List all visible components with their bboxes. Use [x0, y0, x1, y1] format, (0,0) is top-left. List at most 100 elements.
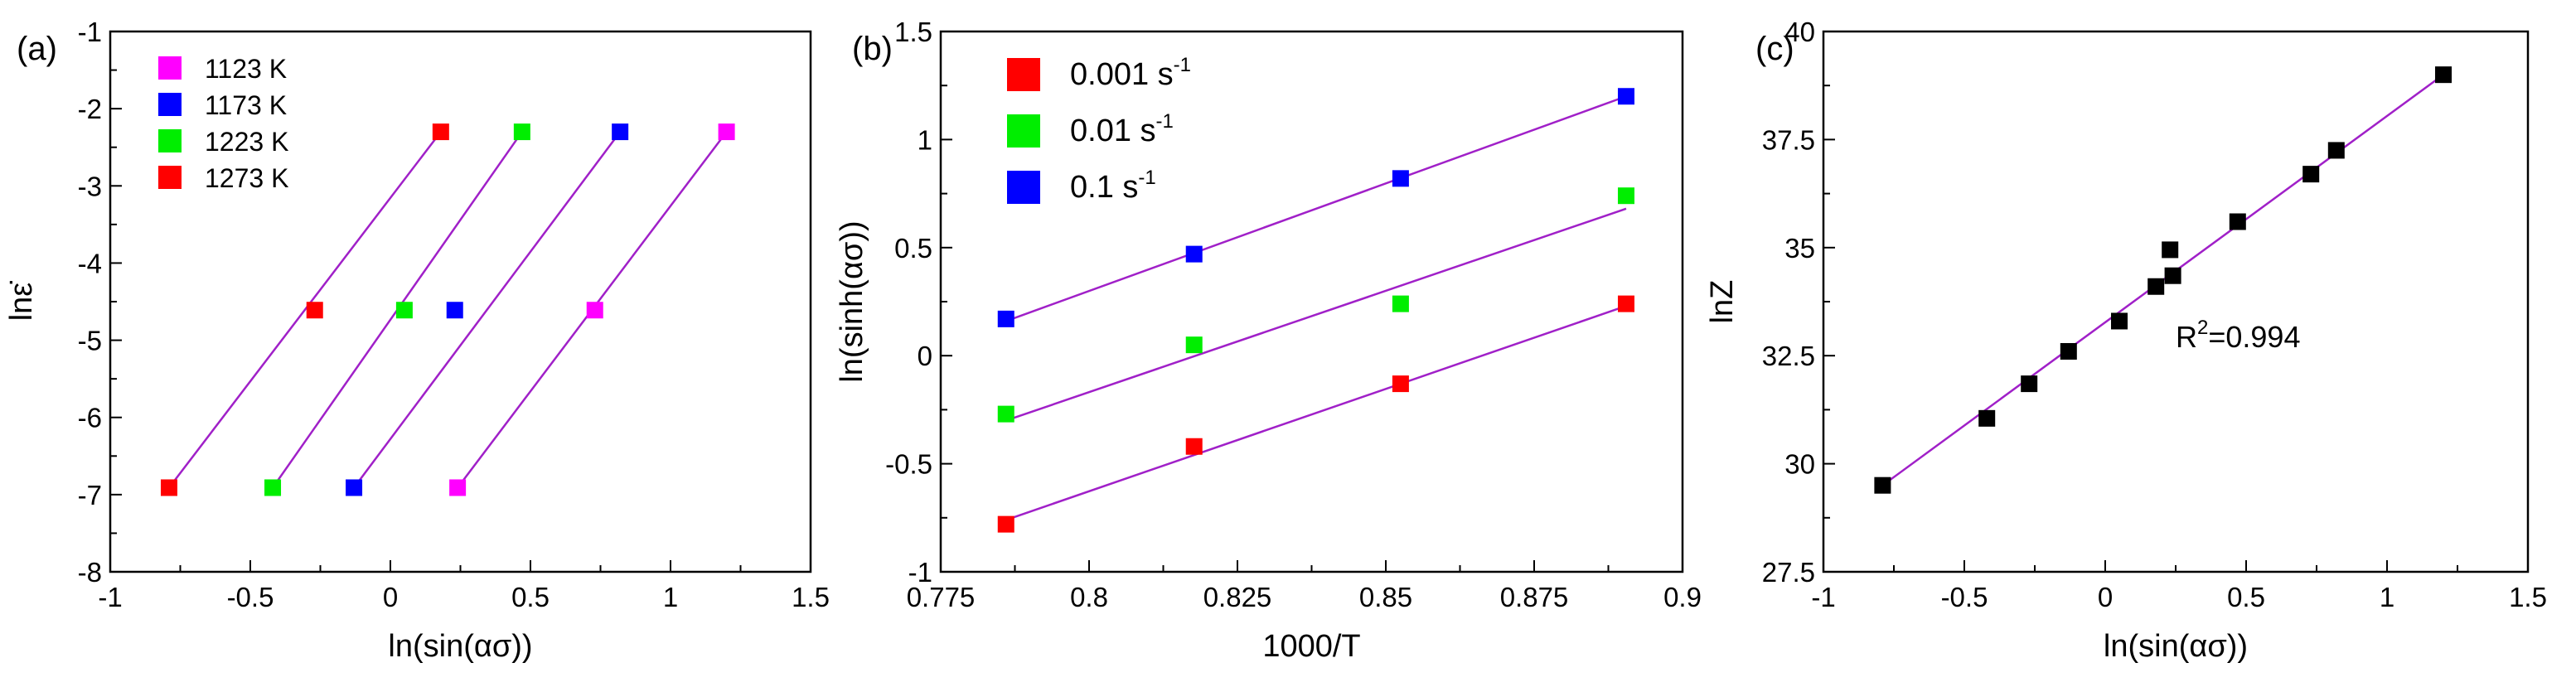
data-point	[449, 479, 467, 496]
y-tick-label: 30	[1784, 449, 1815, 480]
x-tick-label: -1	[98, 582, 122, 612]
x-axis-label: ln(sin(ασ))	[388, 629, 532, 664]
legend-label: 1223 K	[205, 127, 288, 157]
x-tick-label: 0.85	[1359, 582, 1412, 612]
legend-label: 0.1 s-1	[1070, 167, 1156, 205]
data-point	[306, 302, 323, 319]
data-point	[1185, 438, 1203, 455]
fit-line	[1005, 95, 1627, 322]
legend-label: 1123 K	[205, 54, 287, 84]
data-point	[2060, 342, 2077, 360]
data-point	[2162, 241, 2179, 259]
x-tick-label: 1.5	[792, 582, 830, 612]
x-tick-label: 0.5	[2227, 582, 2265, 612]
x-tick-label: 0.825	[1203, 582, 1272, 612]
panel-3: -1 -0.5 0 0.5 1 1.5 27.5 30 32.5 35 37.5 40 ln(sin(α…	[1705, 17, 2547, 664]
legend-marker	[1007, 114, 1040, 148]
data-point	[586, 302, 603, 319]
r-squared-value: =0.994	[2208, 320, 2300, 354]
panel-1: -1 -0.5 0 0.5 1 1.5 -8 -7 -6 -5 -4 -3 -2 -1 ln(sin(ασ)…	[4, 17, 830, 664]
y-tick-label: 27.5	[1762, 557, 1815, 588]
y-tick-label: -1	[78, 17, 102, 47]
data-point	[2147, 278, 2165, 295]
data-point	[1185, 245, 1203, 263]
y-tick-label: -0.5	[885, 449, 932, 480]
data-point	[1978, 409, 1996, 427]
data-point	[1617, 295, 1634, 312]
legend-label: 1273 K	[205, 163, 288, 193]
y-tick-label: -2	[78, 94, 102, 124]
x-axis-label: ln(sin(ασ))	[2104, 629, 2248, 664]
data-point	[718, 123, 735, 141]
data-point	[2111, 312, 2128, 330]
legend-marker	[158, 166, 182, 189]
y-tick-label: -4	[78, 248, 102, 278]
legend-label-superscript: -1	[1174, 54, 1191, 76]
panel-label: (c)	[1755, 31, 1794, 67]
y-tick-label: 32.5	[1762, 341, 1815, 371]
r-squared-superscript: 2	[2197, 317, 2208, 339]
data-point	[1185, 336, 1203, 354]
data-point	[1392, 170, 1409, 187]
data-point	[2164, 267, 2181, 284]
y-tick-label: 1.5	[894, 17, 932, 47]
plot-frame	[939, 30, 1684, 573]
data-point	[997, 310, 1014, 327]
x-tick-label: 1	[663, 582, 678, 612]
legend-label-superscript: -1	[1156, 110, 1174, 133]
data-point	[2302, 166, 2320, 183]
fit-line	[1005, 305, 1627, 521]
y-tick-label: 40	[1784, 17, 1815, 47]
y-axis-label: lnZ	[1705, 280, 1740, 324]
x-tick-label: 0.775	[907, 582, 976, 612]
y-tick-label: -3	[78, 171, 102, 201]
y-axis-label: ln(sinh(ασ))	[835, 220, 869, 382]
legend-label: 1173 K	[205, 90, 287, 120]
fit-line	[167, 131, 442, 489]
data-point	[1392, 375, 1409, 393]
x-tick-label: 0.8	[1070, 582, 1108, 612]
data-point	[1617, 187, 1634, 205]
x-tick-label: -0.5	[1941, 582, 1988, 612]
x-tick-label: 1	[2380, 582, 2394, 612]
legend-marker	[158, 93, 182, 116]
data-point	[2327, 142, 2345, 159]
panel-label: (a)	[17, 31, 57, 67]
y-tick-label: 37.5	[1762, 124, 1815, 155]
y-tick-label: -5	[78, 326, 102, 356]
fit-line	[1005, 207, 1627, 422]
legend-label-superscript: -1	[1138, 167, 1155, 189]
data-point	[1874, 477, 1891, 494]
legend-marker	[1007, 171, 1040, 204]
x-tick-label: 1.5	[2509, 582, 2547, 612]
y-tick-label: 1	[918, 124, 932, 155]
data-point	[346, 479, 363, 496]
legend-label: 0.01 s-1	[1070, 110, 1174, 148]
legend-marker	[158, 129, 182, 152]
panel-2: 0.775 0.8 0.825 0.85 0.875 0.9 -1 -0.5 0 0.5 1 1.5 1…	[835, 17, 1702, 664]
y-tick-label: 35	[1784, 233, 1815, 264]
data-point	[432, 123, 449, 141]
legend-marker	[1007, 58, 1040, 91]
data-point	[513, 123, 530, 141]
panel-label: (b)	[852, 31, 893, 67]
y-tick-label: 0.5	[894, 233, 932, 264]
x-axis-label: 1000/T	[1262, 629, 1360, 664]
data-point	[2021, 375, 2038, 393]
x-tick-label: -1	[1811, 582, 1835, 612]
data-point	[446, 302, 463, 319]
x-tick-label: 0	[2098, 582, 2113, 612]
x-tick-label: 0.875	[1500, 582, 1569, 612]
legend-label: 0.001 s-1	[1070, 54, 1191, 92]
x-tick-label: 0.5	[511, 582, 550, 612]
legend-marker	[158, 56, 182, 80]
data-point	[1617, 88, 1634, 105]
data-point	[264, 479, 282, 496]
r-squared-annotation: R2=0.994	[2176, 317, 2300, 354]
x-tick-label: 0	[383, 582, 398, 612]
data-point	[997, 515, 1014, 533]
data-point	[1392, 295, 1409, 312]
data-point	[612, 123, 629, 141]
y-tick-label: 0	[918, 341, 932, 371]
